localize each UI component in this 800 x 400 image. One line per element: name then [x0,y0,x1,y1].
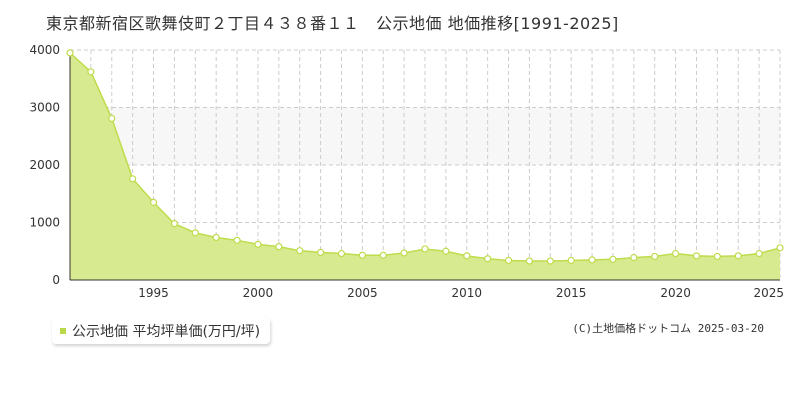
data-point [525,257,534,265]
data-point [296,247,304,255]
data-point [233,236,241,244]
data-point [358,251,366,259]
legend-label: 公示地価 平均坪単価(万円/坪) [72,324,261,340]
x-tick-label: 2005 [347,286,378,300]
data-point [191,229,199,237]
data-point [421,245,429,253]
data-point [630,253,638,262]
x-tick-label: 2020 [660,286,691,300]
data-point [379,251,387,259]
data-point [87,68,95,76]
y-tick-label: 0 [52,273,60,287]
data-point [212,233,220,242]
data-point [546,257,554,265]
x-tick-label: 2000 [243,286,274,300]
data-point [504,256,513,265]
data-point [734,252,742,260]
data-point [776,244,784,252]
data-point [316,248,325,256]
x-tick-label: 2015 [556,286,587,300]
data-point [170,220,179,228]
data-point [755,249,763,258]
copyright-note: (C)土地価格ドットコム 2025-03-20 [572,322,764,335]
data-point [66,49,74,57]
data-point [149,198,158,206]
y-tick-label: 2000 [29,158,60,172]
data-point [400,249,408,257]
legend[interactable]: 公示地価 平均坪単価(万円/坪) [52,318,271,344]
data-point [337,249,346,258]
axes [69,50,780,281]
legend-marker-icon [60,328,66,334]
data-point [609,255,617,263]
data-point [651,252,659,261]
data-point [463,252,471,260]
data-point [442,247,450,255]
data-points [66,49,784,265]
x-tick-label: 1995 [138,286,169,300]
data-point [713,252,721,261]
data-point [275,243,283,251]
data-point [588,256,596,264]
data-point [108,114,116,123]
data-point [254,240,262,248]
x-tick-label: 2010 [451,286,482,300]
data-point [567,256,575,265]
data-point [671,249,680,258]
data-point [692,252,701,260]
data-point [484,255,492,263]
data-point [129,175,137,183]
y-tick-label: 4000 [29,43,60,57]
y-tick-label: 3000 [29,101,60,115]
y-tick-label: 1000 [29,216,60,230]
series-area [70,52,780,280]
chart-title: 東京都新宿区歌舞伎町２丁目４３８番１１ 公示地価 地価推移[1991-2025] [46,14,619,33]
x-tick-label: 2025 [753,286,784,300]
tick-labels: 0 1000 2000 3000 4000 1995 2000 2005 2010 2015 202… [29,43,784,300]
